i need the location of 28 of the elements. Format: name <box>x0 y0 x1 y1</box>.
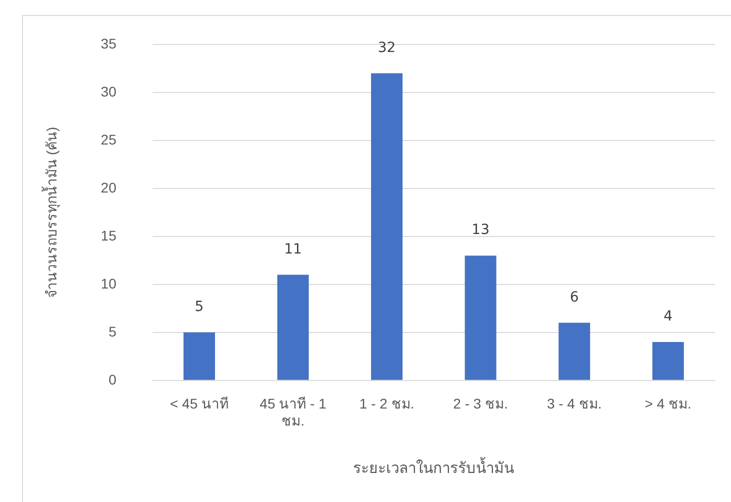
data-label: 11 <box>284 241 302 258</box>
y-tick-label: 30 <box>100 83 117 100</box>
y-axis-title: จำนวนรถบรรทุกน้ำมัน (คัน) <box>41 126 60 298</box>
y-tick-label: 35 <box>100 35 117 52</box>
x-axis-title: ระยะเวลาในการรับน้ำมัน <box>353 457 514 478</box>
data-label: 13 <box>472 222 490 238</box>
data-label: 5 <box>194 299 204 316</box>
y-tick-label: 25 <box>100 131 117 148</box>
x-tick-label: 45 นาที - 1 ชม. <box>260 396 327 428</box>
x-tick-label: < 45 นาที <box>170 396 229 412</box>
bar <box>371 73 403 380</box>
y-tick-label: 0 <box>108 371 117 388</box>
y-tick-label: 5 <box>108 323 117 340</box>
bar <box>184 332 216 380</box>
x-tick-label: 3 - 4 ชม. <box>546 396 602 412</box>
data-label: 32 <box>378 40 396 56</box>
bar <box>464 256 496 380</box>
data-label: 6 <box>570 289 579 306</box>
data-label: 4 <box>664 308 673 325</box>
x-tick-label: 2 - 3 ชม. <box>453 396 508 412</box>
bar <box>652 342 684 380</box>
y-tick-label: 20 <box>100 179 117 196</box>
bar <box>277 274 309 380</box>
x-tick-label: 1 - 2 ชม. <box>359 396 414 412</box>
y-tick-label: 10 <box>100 275 117 292</box>
y-tick-label: 15 <box>100 227 117 244</box>
x-tick-label: > 4 ชม. <box>644 396 692 412</box>
bar <box>558 322 590 380</box>
